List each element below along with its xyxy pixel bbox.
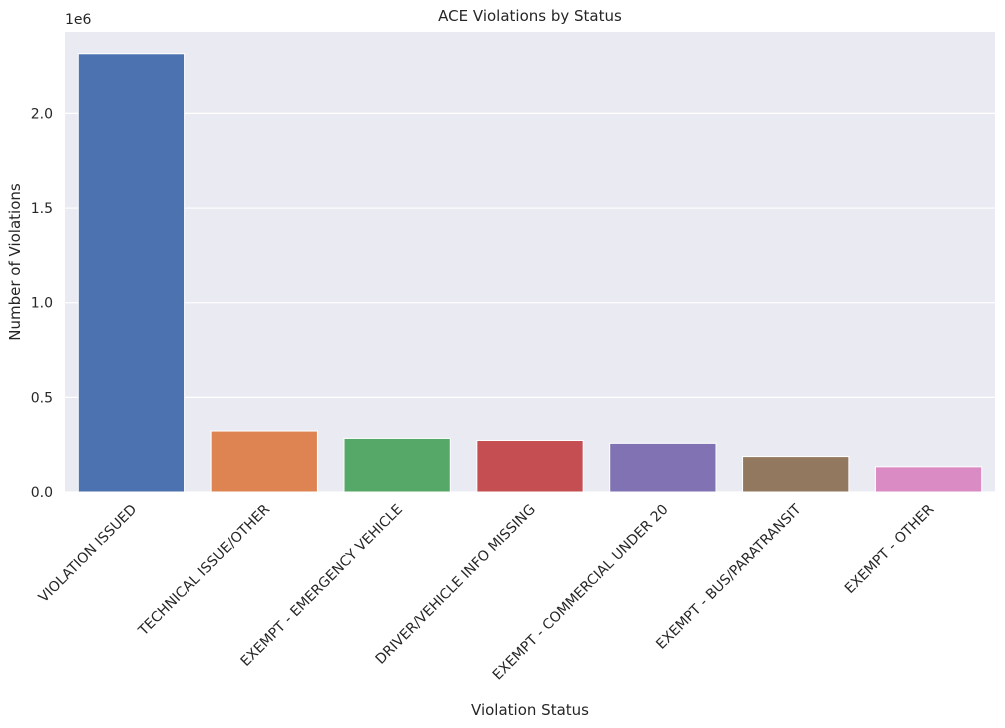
x-tick-label: VIOLATION ISSUED [36, 502, 140, 606]
bar [609, 442, 717, 493]
y-axis-offset-label: 1e6 [65, 12, 92, 28]
bar [77, 53, 186, 493]
y-tick-label: 1.0 [31, 296, 53, 312]
bars [77, 53, 983, 493]
x-tick-label: EXEMPT - OTHER [842, 501, 938, 597]
bar [874, 466, 983, 493]
x-tick-label: EXEMPT - EMERGENCY VEHICLE [238, 502, 406, 670]
bar [742, 456, 850, 493]
bar [343, 437, 451, 493]
y-tick-label: 2.0 [31, 106, 53, 122]
bar [476, 440, 584, 493]
y-axis-ticks: 0.0 0.5 1.0 1.5 2.0 [31, 106, 53, 501]
x-tick-label: DRIVER/VEHICLE INFO MISSING [373, 502, 539, 668]
y-axis-title: Number of Violations [6, 183, 24, 341]
bar [210, 430, 318, 493]
chart-title: ACE Violations by Status [438, 7, 622, 25]
x-tick-label: EXEMPT - BUS/PARATRANSIT [653, 501, 805, 653]
y-tick-label: 0.0 [31, 485, 53, 501]
y-tick-label: 1.5 [31, 201, 53, 217]
x-tick-label: TECHNICAL ISSUE/OTHER [135, 501, 273, 639]
plot-background [65, 32, 995, 492]
y-tick-label: 0.5 [31, 390, 53, 406]
x-axis-title: Violation Status [471, 701, 589, 719]
